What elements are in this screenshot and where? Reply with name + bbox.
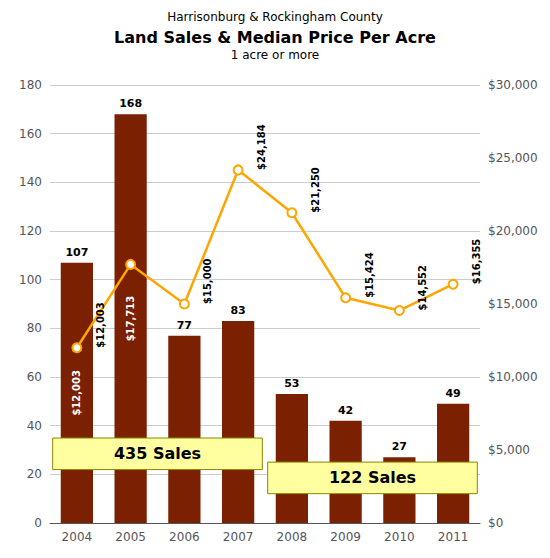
svg-text:$25,000: $25,000 xyxy=(488,151,538,165)
svg-text:180: 180 xyxy=(19,78,42,92)
svg-text:168: 168 xyxy=(119,97,142,110)
svg-text:2008: 2008 xyxy=(277,530,308,544)
svg-text:122 Sales: 122 Sales xyxy=(329,468,416,487)
svg-text:80: 80 xyxy=(27,321,42,335)
svg-text:Land Sales & Median Price Per: Land Sales & Median Price Per Acre xyxy=(114,28,436,47)
svg-text:$0: $0 xyxy=(488,516,503,530)
svg-text:2009: 2009 xyxy=(330,530,361,544)
svg-text:0: 0 xyxy=(34,516,42,530)
svg-text:160: 160 xyxy=(19,127,42,141)
svg-text:$15,000: $15,000 xyxy=(202,258,213,304)
svg-text:49: 49 xyxy=(445,387,460,400)
svg-text:$17,713: $17,713 xyxy=(125,296,136,342)
svg-text:42: 42 xyxy=(338,404,353,417)
svg-text:2005: 2005 xyxy=(115,530,146,544)
svg-text:2011: 2011 xyxy=(438,530,469,544)
svg-text:2010: 2010 xyxy=(384,530,415,544)
svg-text:$10,000: $10,000 xyxy=(488,370,538,384)
svg-text:$30,000: $30,000 xyxy=(488,78,538,92)
svg-text:$14,552: $14,552 xyxy=(417,265,428,311)
svg-text:$16,355: $16,355 xyxy=(471,239,482,285)
svg-text:Harrisonburg & Rockingham Coun: Harrisonburg & Rockingham County xyxy=(167,10,383,24)
svg-text:$5,000: $5,000 xyxy=(488,443,530,457)
svg-text:$20,000: $20,000 xyxy=(488,224,538,238)
svg-text:140: 140 xyxy=(19,175,42,189)
svg-text:83: 83 xyxy=(230,304,245,317)
svg-text:$21,250: $21,250 xyxy=(310,167,321,213)
svg-text:27: 27 xyxy=(392,440,407,453)
svg-text:40: 40 xyxy=(27,419,42,433)
svg-text:2004: 2004 xyxy=(62,530,93,544)
svg-text:$15,424: $15,424 xyxy=(364,252,375,298)
svg-text:$12,003: $12,003 xyxy=(95,302,106,348)
svg-text:100: 100 xyxy=(19,273,42,287)
svg-text:120: 120 xyxy=(19,224,42,238)
svg-text:1 acre or more: 1 acre or more xyxy=(231,48,319,62)
svg-text:$24,184: $24,184 xyxy=(256,124,267,170)
svg-text:$15,000: $15,000 xyxy=(488,297,538,311)
svg-text:77: 77 xyxy=(177,319,192,332)
svg-text:53: 53 xyxy=(284,377,299,390)
svg-text:60: 60 xyxy=(27,370,42,384)
svg-text:2006: 2006 xyxy=(169,530,200,544)
svg-text:2007: 2007 xyxy=(223,530,254,544)
svg-text:20: 20 xyxy=(27,467,42,481)
svg-text:107: 107 xyxy=(65,246,88,259)
svg-text:$12,003: $12,003 xyxy=(71,370,82,416)
svg-text:435 Sales: 435 Sales xyxy=(114,444,201,463)
